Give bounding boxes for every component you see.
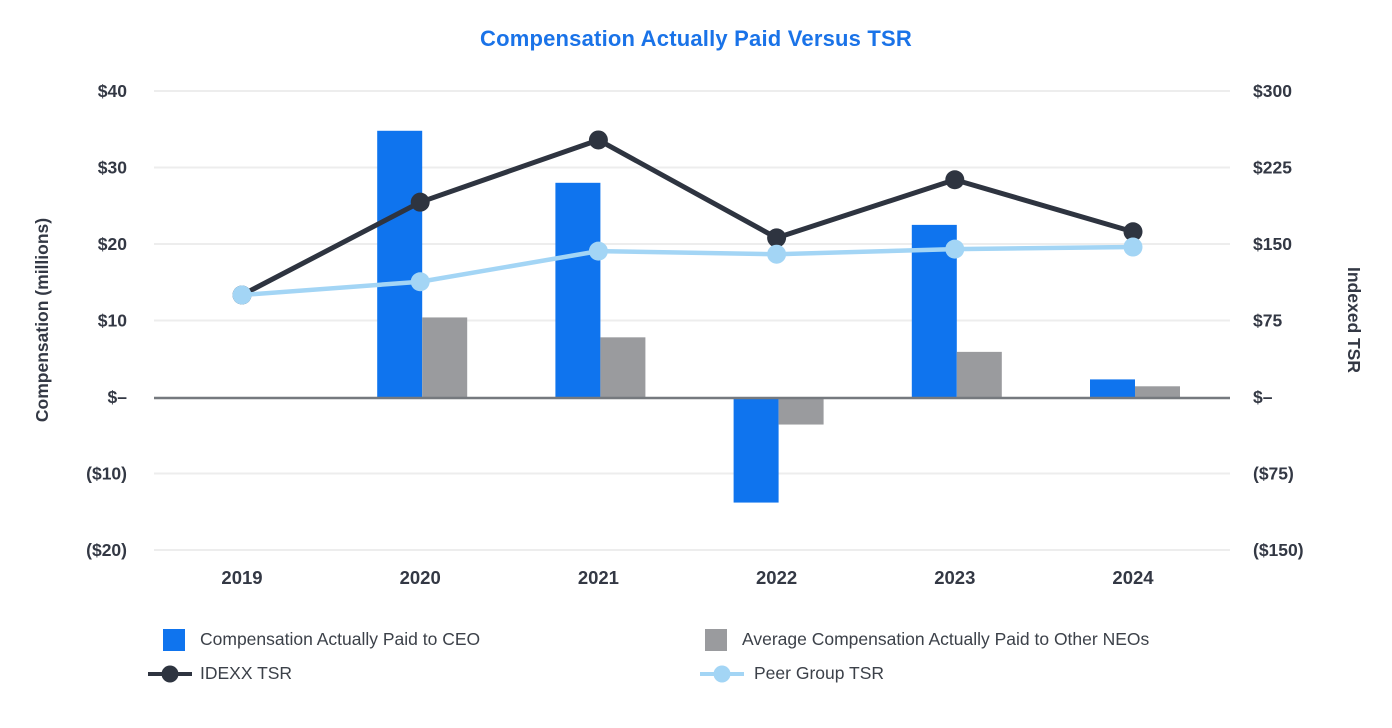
- ceo-bars: [377, 130, 1135, 503]
- bar: [1135, 386, 1180, 397]
- svg-text:($150): ($150): [1253, 540, 1304, 560]
- x-axis-labels: 2019 2020 2021 2022 2023 2024: [221, 567, 1154, 588]
- svg-text:$225: $225: [1253, 158, 1292, 178]
- peer-line-swatch-icon: [700, 664, 744, 684]
- data-point-marker: [232, 285, 252, 305]
- bar: [600, 337, 646, 397]
- svg-text:($10): ($10): [86, 464, 127, 484]
- ceo-bar-swatch-icon: [163, 628, 185, 651]
- idexx-tsr-line: [232, 130, 1143, 305]
- legend-label-ceo-compensation: Compensation Actually Paid to CEO: [200, 629, 481, 649]
- left-axis-title: Compensation (millions): [32, 218, 52, 422]
- left-axis-tick-labels: $40 $30 $20 $10 $– ($10) ($20): [86, 81, 127, 560]
- data-point-marker: [410, 192, 430, 212]
- legend-label-peer-tsr: Peer Group TSR: [754, 663, 885, 683]
- neo-bars: [422, 317, 1180, 425]
- data-point-marker: [767, 228, 787, 248]
- chart-title: Compensation Actually Paid Versus TSR: [479, 26, 913, 51]
- svg-text:2022: 2022: [756, 567, 797, 588]
- legend-item-peer-tsr: Peer Group TSR: [690, 658, 1328, 689]
- svg-text:$20: $20: [98, 234, 127, 254]
- gridlines: [154, 90, 1230, 551]
- data-point-marker: [410, 272, 430, 292]
- peer-group-tsr-line: [232, 237, 1143, 305]
- right-axis-tick-labels: $300 $225 $150 $75 $– ($75) ($150): [1253, 81, 1304, 560]
- svg-text:$30: $30: [98, 158, 127, 178]
- legend-label-neo-compensation: Average Compensation Actually Paid to Ot…: [742, 629, 1150, 649]
- svg-text:$–: $–: [108, 387, 128, 407]
- svg-text:($75): ($75): [1253, 464, 1294, 484]
- legend: Compensation Actually Paid to CEO Averag…: [148, 624, 1328, 689]
- svg-text:$40: $40: [98, 81, 127, 101]
- data-point-marker: [588, 130, 608, 150]
- bar: [778, 397, 824, 425]
- data-point-marker: [767, 244, 787, 264]
- data-point-marker: [588, 241, 608, 261]
- legend-item-ceo-compensation: Compensation Actually Paid to CEO: [148, 624, 690, 655]
- bar: [555, 182, 601, 397]
- data-point-marker: [1123, 222, 1143, 242]
- data-point-marker: [945, 239, 965, 259]
- svg-text:$75: $75: [1253, 311, 1282, 331]
- data-point-marker: [945, 170, 965, 190]
- bar: [1090, 379, 1135, 397]
- svg-text:$10: $10: [98, 311, 127, 331]
- svg-text:$150: $150: [1253, 234, 1292, 254]
- svg-text:2023: 2023: [934, 567, 975, 588]
- bar: [956, 351, 1002, 397]
- neo-bar-swatch-icon: [705, 628, 727, 651]
- legend-item-neo-compensation: Average Compensation Actually Paid to Ot…: [690, 624, 1328, 655]
- bar: [377, 130, 423, 397]
- idexx-line-swatch-icon: [148, 664, 192, 684]
- svg-text:2019: 2019: [221, 567, 262, 588]
- legend-item-idexx-tsr: IDEXX TSR: [148, 658, 690, 689]
- bar: [733, 397, 779, 503]
- svg-text:2021: 2021: [578, 567, 619, 588]
- svg-text:2020: 2020: [400, 567, 441, 588]
- right-axis-title: Indexed TSR: [1344, 267, 1364, 373]
- svg-text:$–: $–: [1253, 387, 1273, 407]
- data-point-marker: [1123, 237, 1143, 257]
- svg-text:($20): ($20): [86, 540, 127, 560]
- legend-label-idexx-tsr: IDEXX TSR: [200, 663, 293, 683]
- svg-text:2024: 2024: [1112, 567, 1154, 588]
- svg-text:$300: $300: [1253, 81, 1292, 101]
- bar: [422, 317, 468, 397]
